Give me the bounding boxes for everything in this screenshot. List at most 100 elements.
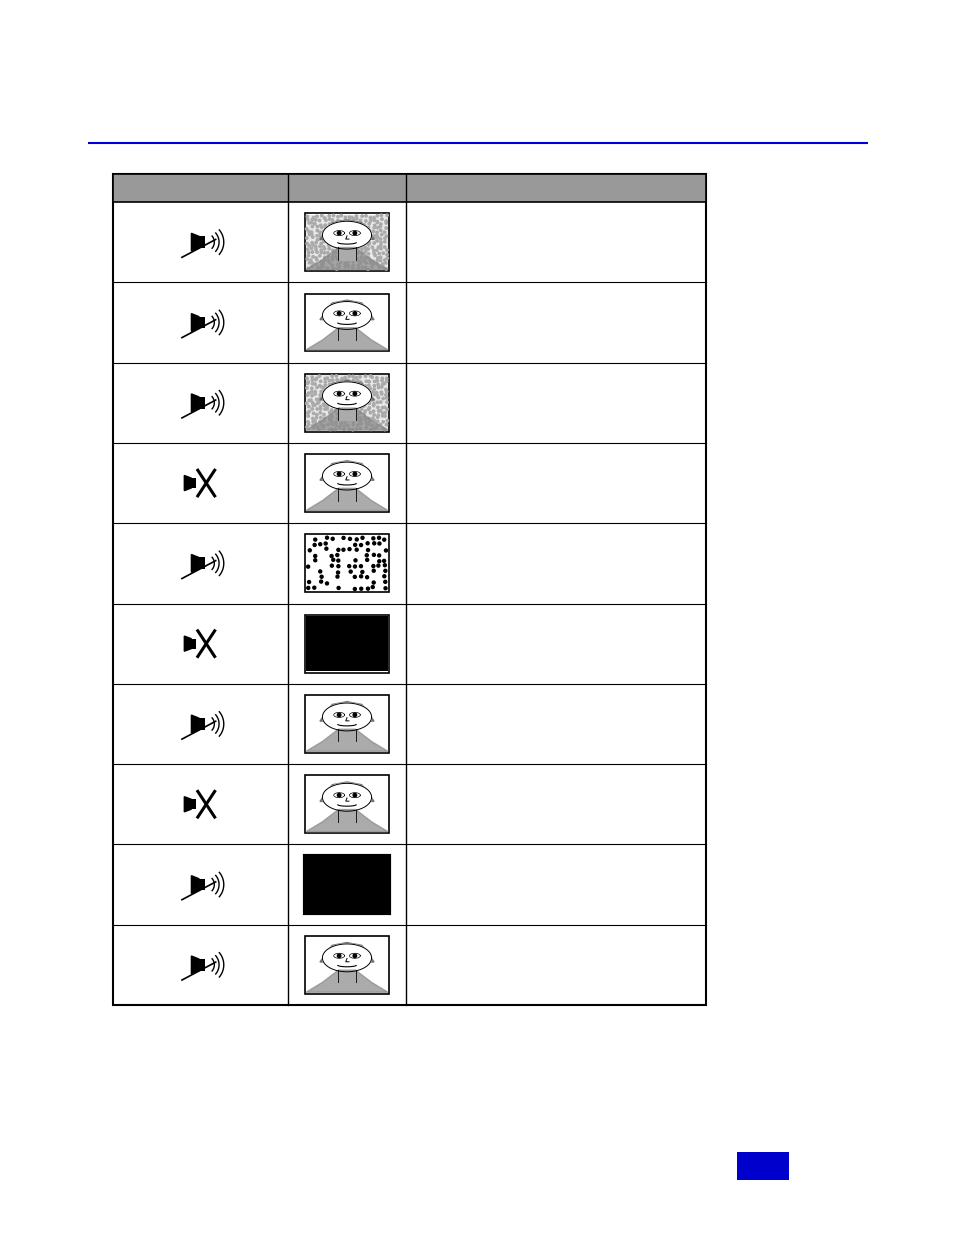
Circle shape (375, 425, 377, 427)
Circle shape (360, 383, 362, 385)
Circle shape (331, 416, 333, 419)
Circle shape (349, 399, 352, 401)
Circle shape (314, 393, 316, 395)
Circle shape (323, 226, 326, 228)
Circle shape (356, 252, 359, 254)
Circle shape (347, 404, 349, 406)
Circle shape (311, 219, 314, 221)
Circle shape (331, 222, 334, 225)
Circle shape (343, 227, 346, 230)
Circle shape (306, 248, 309, 251)
Circle shape (353, 391, 356, 395)
Circle shape (371, 585, 374, 589)
Circle shape (356, 420, 359, 422)
Circle shape (353, 311, 356, 315)
Circle shape (335, 225, 338, 227)
Polygon shape (184, 475, 191, 490)
Circle shape (376, 257, 378, 259)
Circle shape (339, 261, 342, 263)
Circle shape (328, 262, 331, 264)
Circle shape (318, 220, 320, 221)
Circle shape (386, 420, 388, 422)
Circle shape (307, 587, 310, 589)
Circle shape (319, 408, 321, 410)
Circle shape (320, 576, 323, 578)
Circle shape (319, 224, 322, 226)
Circle shape (381, 383, 383, 385)
Circle shape (364, 267, 366, 268)
Circle shape (323, 252, 325, 254)
Circle shape (348, 537, 351, 541)
Polygon shape (319, 701, 374, 721)
Circle shape (376, 236, 378, 238)
Circle shape (355, 230, 357, 232)
Circle shape (313, 543, 315, 546)
Circle shape (373, 380, 375, 383)
Bar (198, 878, 205, 890)
Circle shape (369, 216, 372, 219)
Circle shape (320, 251, 322, 253)
Circle shape (358, 395, 361, 398)
Circle shape (352, 410, 355, 412)
Circle shape (386, 257, 388, 259)
Circle shape (373, 542, 375, 545)
Circle shape (338, 252, 340, 254)
Circle shape (364, 251, 366, 253)
Circle shape (361, 224, 363, 226)
Polygon shape (322, 944, 372, 972)
Circle shape (322, 420, 325, 422)
Circle shape (382, 252, 384, 254)
Circle shape (362, 388, 365, 390)
Circle shape (307, 230, 310, 232)
Circle shape (345, 232, 347, 235)
Circle shape (327, 400, 330, 403)
Circle shape (335, 553, 338, 557)
Circle shape (358, 427, 361, 430)
Circle shape (372, 410, 375, 412)
Circle shape (336, 215, 339, 217)
Circle shape (335, 379, 338, 382)
Circle shape (368, 403, 370, 405)
Circle shape (337, 391, 340, 395)
Circle shape (353, 417, 355, 420)
Circle shape (311, 225, 314, 227)
Circle shape (314, 422, 316, 425)
Circle shape (332, 558, 335, 561)
Circle shape (355, 217, 357, 220)
Polygon shape (192, 394, 198, 411)
Circle shape (347, 246, 350, 248)
Circle shape (335, 576, 338, 578)
Circle shape (379, 230, 381, 232)
Circle shape (376, 246, 379, 248)
Circle shape (353, 588, 356, 590)
Circle shape (315, 387, 318, 389)
Circle shape (375, 240, 377, 242)
Circle shape (373, 414, 375, 416)
Circle shape (383, 259, 386, 262)
Circle shape (315, 414, 317, 416)
Circle shape (373, 388, 375, 390)
Circle shape (342, 427, 345, 430)
Polygon shape (322, 221, 372, 249)
Circle shape (375, 401, 378, 404)
Circle shape (335, 245, 338, 246)
Circle shape (367, 268, 369, 270)
Circle shape (379, 259, 381, 262)
Circle shape (373, 419, 375, 421)
Circle shape (380, 393, 382, 395)
Circle shape (380, 233, 382, 236)
Polygon shape (319, 300, 374, 320)
Circle shape (364, 375, 366, 378)
Circle shape (348, 222, 351, 225)
Circle shape (336, 564, 339, 568)
Circle shape (335, 252, 337, 254)
Circle shape (330, 414, 333, 416)
Circle shape (353, 256, 355, 258)
Circle shape (355, 247, 357, 249)
Circle shape (344, 263, 346, 266)
Circle shape (347, 252, 350, 254)
Circle shape (373, 384, 375, 387)
Circle shape (323, 247, 326, 249)
Circle shape (383, 563, 386, 567)
Circle shape (331, 228, 333, 231)
